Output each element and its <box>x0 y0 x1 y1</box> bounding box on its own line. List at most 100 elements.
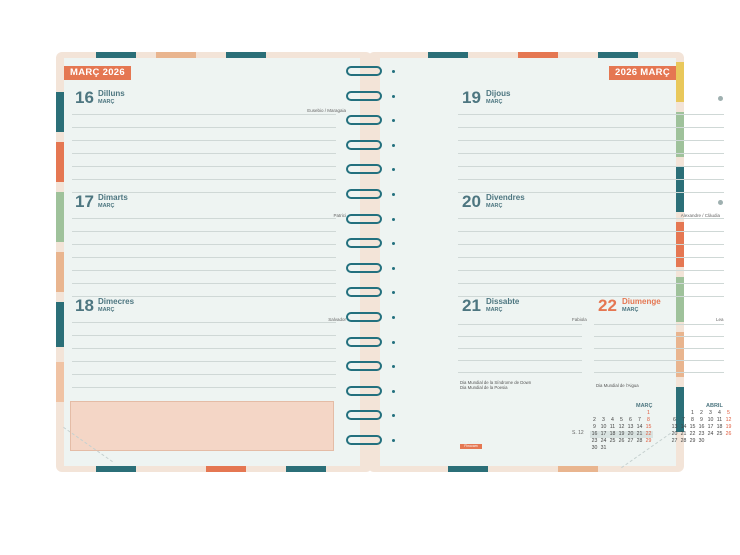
calendar-day[interactable]: 2 <box>700 410 703 416</box>
calendar-day[interactable]: 16 <box>698 424 705 430</box>
saint-name: Salvador <box>328 317 346 322</box>
binding-hole <box>392 143 395 147</box>
calendar-day[interactable]: 12 <box>725 417 732 423</box>
day-number: 22 <box>598 296 617 315</box>
day-name: Dimarts <box>98 193 128 202</box>
calendar-day[interactable]: 24 <box>707 431 714 437</box>
saint-name: Patrici <box>333 213 346 218</box>
calendar-day[interactable]: 9 <box>593 424 596 430</box>
writing-line <box>594 348 724 349</box>
calendar-day[interactable]: 7 <box>638 417 641 423</box>
mini-calendar-title-april: ABRIL <box>706 403 723 409</box>
binding-hole <box>392 168 395 172</box>
calendar-day[interactable]: 4 <box>718 410 721 416</box>
binding-hole <box>392 414 395 418</box>
calendar-day[interactable]: 25 <box>716 431 723 437</box>
brand-logo: Finocam <box>460 444 482 449</box>
spiral-ring <box>346 361 382 372</box>
planner: MARÇ 2026 16 Dilluns MARÇ Eusebio / Mara… <box>56 52 731 472</box>
calendar-day[interactable]: 15 <box>689 424 696 430</box>
day-name: Dijous <box>486 89 511 98</box>
calendar-day[interactable]: 19 <box>617 431 626 438</box>
calendar-day[interactable]: 16 <box>590 431 599 438</box>
calendar-day[interactable]: 18 <box>716 424 723 430</box>
calendar-day[interactable]: 8 <box>691 417 694 423</box>
calendar-day[interactable]: 1 <box>647 410 650 416</box>
writing-line <box>458 153 724 154</box>
calendar-day[interactable]: 10 <box>707 417 714 423</box>
calendar-day[interactable]: 27 <box>671 438 678 444</box>
writing-line <box>72 192 336 193</box>
calendar-day[interactable]: 9 <box>700 417 703 423</box>
right-page: 2026 MARÇ 19 Dijous MARÇ 20 Divendres MA… <box>380 58 731 469</box>
calendar-day[interactable]: 1 <box>691 410 694 416</box>
calendar-day[interactable]: 2 <box>593 417 596 423</box>
binding-hole <box>392 94 395 98</box>
calendar-day[interactable]: 7 <box>682 417 685 423</box>
saint-name: Fabiola <box>572 317 587 322</box>
calendar-day[interactable]: 11 <box>716 417 723 423</box>
calendar-day[interactable]: 23 <box>591 438 598 444</box>
calendar-day[interactable]: 13 <box>671 424 678 430</box>
calendar-day[interactable]: 10 <box>600 424 607 430</box>
writing-line <box>458 270 724 271</box>
observance-note: Dia Mundial de l'Aigua <box>596 383 639 388</box>
binding-hole <box>392 365 395 369</box>
calendar-day[interactable]: 28 <box>636 438 643 444</box>
calendar-day[interactable]: 17 <box>599 431 608 438</box>
calendar-day[interactable]: 5 <box>620 417 623 423</box>
notes-box[interactable] <box>70 401 334 451</box>
calendar-day[interactable]: 29 <box>689 438 696 444</box>
calendar-day[interactable]: 8 <box>647 417 650 423</box>
day-month: MARÇ <box>622 307 639 313</box>
calendar-day[interactable]: 25 <box>609 438 616 444</box>
calendar-day[interactable]: 29 <box>645 438 652 444</box>
calendar-day[interactable]: 12 <box>618 424 625 430</box>
calendar-day[interactable]: 6 <box>673 417 676 423</box>
calendar-day[interactable]: 4 <box>611 417 614 423</box>
writing-line <box>458 114 724 115</box>
writing-line <box>458 218 724 219</box>
writing-line <box>72 270 336 271</box>
calendar-day[interactable]: 24 <box>600 438 607 444</box>
calendar-day[interactable]: 6 <box>629 417 632 423</box>
calendar-day[interactable]: 15 <box>645 424 652 430</box>
writing-line <box>458 231 724 232</box>
calendar-day[interactable]: 21 <box>635 431 644 438</box>
calendar-day[interactable]: 11 <box>609 424 616 430</box>
calendar-day[interactable]: 23 <box>698 431 705 437</box>
writing-line <box>458 372 582 373</box>
calendar-day[interactable]: 13 <box>627 424 634 430</box>
day-name: Dilluns <box>98 89 125 98</box>
calendar-day[interactable]: 18 <box>608 431 617 438</box>
mini-calendar-title-march: MARÇ <box>636 403 653 409</box>
calendar-day[interactable]: 22 <box>644 431 653 438</box>
calendar-day[interactable]: 14 <box>636 424 643 430</box>
calendar-day[interactable]: 26 <box>618 438 625 444</box>
calendar-day[interactable]: 20 <box>671 431 678 437</box>
binding-hole <box>392 316 395 319</box>
calendar-day[interactable]: 5 <box>727 410 730 416</box>
calendar-day[interactable]: 14 <box>680 424 687 430</box>
binding-hole <box>392 217 395 221</box>
calendar-day[interactable]: 17 <box>707 424 714 430</box>
saint-name: Eusebio / Maragaia <box>307 108 346 113</box>
calendar-day[interactable]: 30 <box>591 445 598 451</box>
month-tab-left: MARÇ 2026 <box>64 66 131 80</box>
calendar-day[interactable]: 31 <box>600 445 607 451</box>
calendar-day[interactable]: 27 <box>627 438 634 444</box>
calendar-day[interactable]: 30 <box>698 438 705 444</box>
calendar-day[interactable]: 20 <box>626 431 635 438</box>
day-number: 18 <box>75 296 94 315</box>
calendar-day[interactable]: 22 <box>689 431 696 437</box>
calendar-day[interactable]: 3 <box>709 410 712 416</box>
writing-line <box>72 244 336 245</box>
day-name: Dissabte <box>486 297 520 306</box>
calendar-day[interactable]: 3 <box>602 417 605 423</box>
saint-name: Lea <box>716 317 724 322</box>
day-month: MARÇ <box>98 203 115 209</box>
calendar-day[interactable]: 21 <box>680 431 687 437</box>
calendar-day[interactable]: 26 <box>725 431 732 437</box>
calendar-day[interactable]: 19 <box>725 424 732 430</box>
calendar-day[interactable]: 28 <box>680 438 687 444</box>
